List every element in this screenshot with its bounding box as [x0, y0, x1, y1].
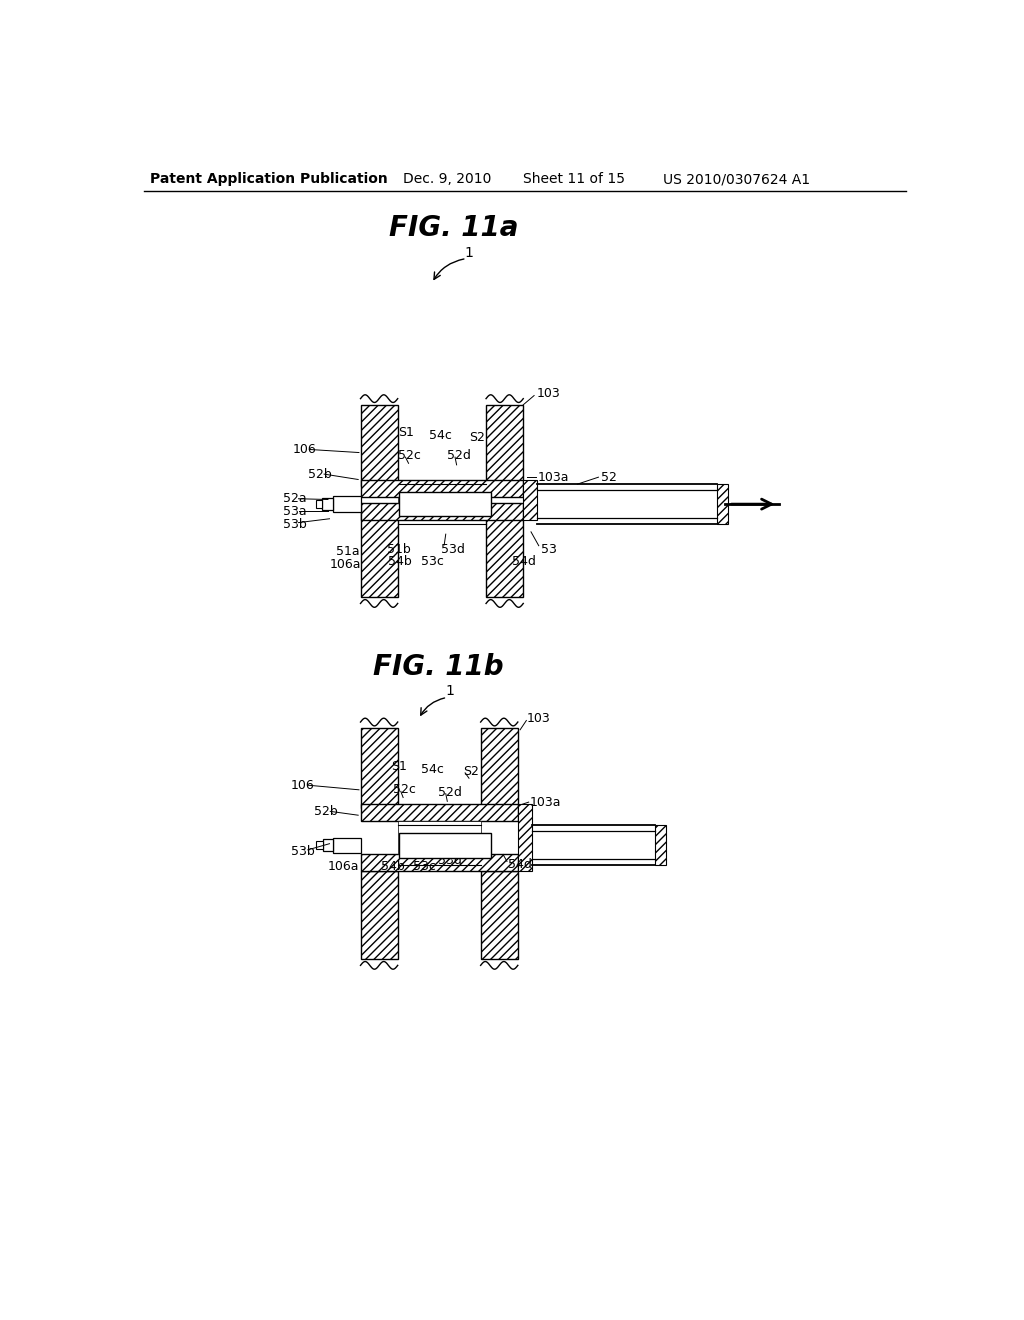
Bar: [360, 729, 397, 808]
Bar: [399, 833, 490, 858]
Bar: [323, 840, 334, 851]
Text: 52d: 52d: [438, 785, 462, 799]
Bar: [360, 804, 518, 821]
Text: 54b: 54b: [381, 861, 404, 874]
Text: S1: S1: [391, 760, 408, 774]
Bar: [399, 492, 490, 516]
Text: 106a: 106a: [328, 861, 359, 874]
Text: Dec. 9, 2010: Dec. 9, 2010: [403, 172, 492, 186]
Text: FIG. 11a: FIG. 11a: [389, 214, 518, 242]
Text: Sheet 11 of 15: Sheet 11 of 15: [523, 172, 626, 186]
Bar: [523, 480, 538, 520]
Bar: [360, 854, 518, 871]
Bar: [518, 804, 531, 871]
Bar: [655, 825, 666, 866]
Text: US 2010/0307624 A1: US 2010/0307624 A1: [663, 172, 810, 186]
Bar: [316, 841, 323, 849]
Bar: [315, 500, 322, 508]
Text: 54c: 54c: [421, 763, 443, 776]
Bar: [397, 498, 486, 503]
Text: 52a: 52a: [283, 492, 306, 506]
Text: 54d: 54d: [508, 858, 531, 871]
Text: 1: 1: [445, 684, 454, 698]
Text: 54d: 54d: [512, 556, 537, 569]
Text: 53d: 53d: [441, 543, 465, 556]
Text: 103: 103: [537, 387, 560, 400]
Bar: [322, 498, 333, 511]
Text: 53a: 53a: [283, 504, 306, 517]
Text: 52c: 52c: [393, 783, 416, 796]
Bar: [717, 484, 728, 524]
Text: 52: 52: [601, 471, 616, 483]
Text: FIG. 11b: FIG. 11b: [373, 652, 504, 681]
Bar: [397, 821, 480, 854]
Bar: [360, 871, 397, 960]
Text: 53c: 53c: [421, 556, 443, 569]
Text: 53c: 53c: [414, 861, 436, 874]
Bar: [333, 496, 360, 512]
Text: 53b: 53b: [291, 845, 314, 858]
Text: 103a: 103a: [538, 471, 568, 483]
Text: 51a: 51a: [337, 545, 360, 557]
Bar: [480, 729, 518, 808]
Text: 52b: 52b: [314, 805, 338, 818]
Text: 53d: 53d: [438, 854, 462, 867]
Text: 103: 103: [527, 713, 551, 726]
Text: 54c: 54c: [429, 429, 453, 442]
Text: 106a: 106a: [330, 557, 361, 570]
Bar: [360, 480, 523, 498]
Bar: [486, 405, 523, 486]
Bar: [360, 503, 523, 520]
Text: 53: 53: [541, 543, 557, 556]
Bar: [334, 838, 360, 853]
Text: 53b: 53b: [283, 517, 307, 531]
Text: S1: S1: [397, 426, 414, 440]
Text: S2: S2: [463, 764, 478, 777]
Text: 1: 1: [465, 246, 473, 260]
Text: 52c: 52c: [397, 449, 421, 462]
Text: 106: 106: [293, 444, 316, 455]
Bar: [486, 506, 523, 598]
Text: S2: S2: [469, 430, 485, 444]
Text: Patent Application Publication: Patent Application Publication: [150, 172, 387, 186]
Text: 103a: 103a: [529, 796, 561, 809]
Bar: [360, 405, 397, 486]
Text: 54b: 54b: [388, 556, 412, 569]
Text: 52b: 52b: [308, 467, 332, 480]
Text: 52d: 52d: [447, 449, 471, 462]
Bar: [480, 871, 518, 960]
Bar: [360, 506, 397, 598]
Text: 106: 106: [291, 779, 314, 792]
Text: 51b: 51b: [387, 543, 411, 556]
